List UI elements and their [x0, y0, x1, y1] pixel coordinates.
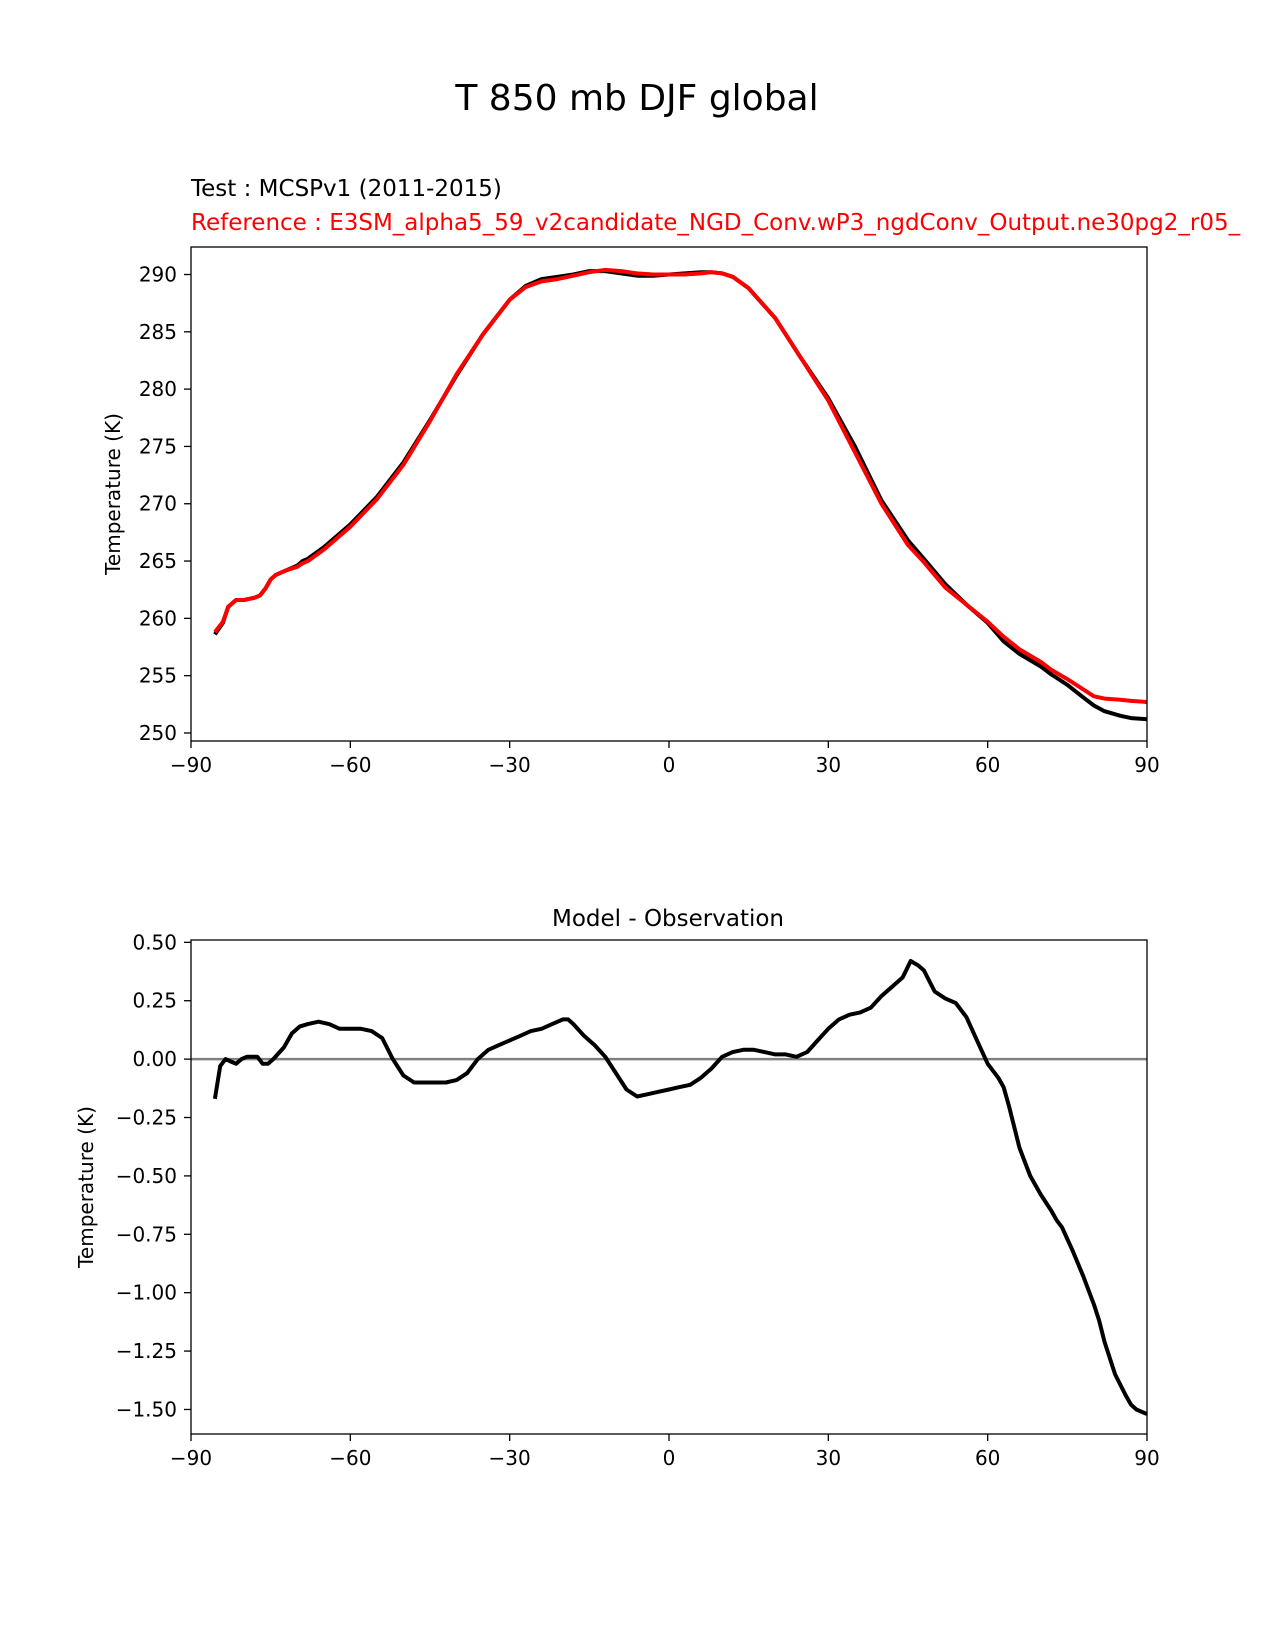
bottom-panel: Model - Observation −90 −60 −30 0 30 60 90 0.5…: [74, 906, 1160, 1470]
top-y-axis: 250 255 260 265 270 275 280 285 290: [139, 263, 191, 745]
bottom-x-tick-label: −30: [489, 1446, 531, 1470]
bottom-x-tick-label: 30: [816, 1446, 841, 1470]
bottom-y-tick-label: 0.00: [132, 1047, 177, 1071]
top-y-tick-label: 290: [139, 263, 177, 287]
test-label: Test : MCSPv1 (2011-2015): [190, 176, 502, 202]
bottom-y-tick-label: −1.50: [116, 1397, 177, 1421]
top-y-tick-label: 255: [139, 664, 177, 688]
bottom-x-tick-label: −60: [329, 1446, 371, 1470]
top-x-tick-label: 0: [663, 753, 676, 777]
top-series-group: [213, 267, 1148, 722]
top-x-tick-label: 90: [1134, 753, 1159, 777]
bottom-y-tick-label: 0.25: [132, 989, 177, 1013]
top-x-tick-label: 60: [975, 753, 1000, 777]
bottom-y-tick-label: −0.50: [116, 1164, 177, 1188]
bottom-y-tick-label: −0.25: [116, 1106, 177, 1130]
bottom-y-axis: 0.50 0.25 0.00 −0.25 −0.50 −0.75 −1.00 −1.25 −1.…: [116, 930, 191, 1421]
bottom-y-tick-label: −0.75: [116, 1222, 177, 1246]
top-x-axis: −90 −60 −30 0 30 60 90: [170, 741, 1160, 777]
top-y-tick-label: 280: [139, 377, 177, 401]
bottom-x-tick-label: 0: [663, 1446, 676, 1470]
top-x-tick-label: −60: [329, 753, 371, 777]
bottom-x-tick-label: −90: [170, 1446, 212, 1470]
bottom-series-group: [191, 959, 1148, 1416]
top-y-tick-label: 285: [139, 320, 177, 344]
top-x-tick-label: −30: [489, 753, 531, 777]
figure-title: T 850 mb DJF global: [454, 78, 818, 119]
bottom-y-tick-label: 0.50: [132, 930, 177, 954]
top-panel: Test : MCSPv1 (2011-2015) Reference : E3…: [101, 176, 1241, 777]
top-y-axis-label: Temperature (K): [101, 413, 125, 576]
top-y-tick-label: 265: [139, 549, 177, 573]
top-x-tick-label: 30: [816, 753, 841, 777]
bottom-x-axis: −90 −60 −30 0 30 60 90: [170, 1434, 1160, 1470]
top-y-tick-label: 260: [139, 606, 177, 630]
bottom-x-tick-label: 90: [1134, 1446, 1159, 1470]
bottom-y-tick-label: −1.25: [116, 1339, 177, 1363]
bottom-x-tick-label: 60: [975, 1446, 1000, 1470]
top-x-tick-label: −90: [170, 753, 212, 777]
top-y-tick-label: 250: [139, 721, 177, 745]
reference-label: Reference : E3SM_alpha5_59_v2candidate_N…: [191, 210, 1241, 236]
bottom-y-axis-label: Temperature (K): [74, 1106, 98, 1269]
top-y-tick-label: 270: [139, 492, 177, 516]
bottom-y-tick-label: −1.00: [116, 1281, 177, 1305]
top-series-reference-line: [213, 267, 1148, 704]
bottom-series-difference-line: [212, 959, 1148, 1416]
top-y-tick-label: 275: [139, 434, 177, 458]
bottom-title: Model - Observation: [552, 906, 784, 932]
